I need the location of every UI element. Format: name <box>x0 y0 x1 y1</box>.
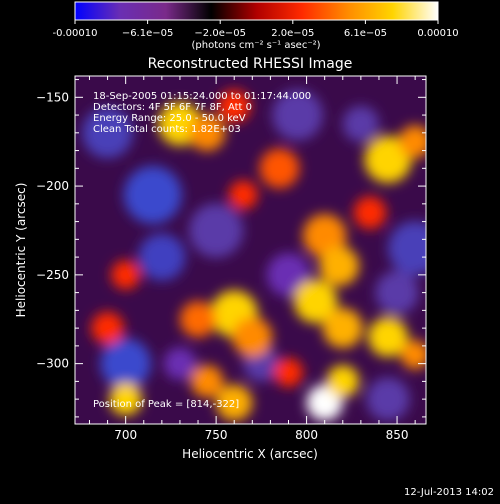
bright-source-blob <box>259 148 300 189</box>
bright-source-blob <box>216 384 253 421</box>
bright-source-blob <box>188 114 226 151</box>
bright-source-blob <box>364 135 412 183</box>
dark-region-blob <box>375 270 419 315</box>
axis-ticks: 700 750 800 850 −150 −200 −250 −300 <box>36 76 426 442</box>
x-tick-label: 750 <box>205 428 228 442</box>
y-axis-label: Heliocentric Y (arcsec) <box>14 183 28 318</box>
intensity-blobs <box>82 89 426 421</box>
annotation-detectors: Detectors: 4F 5F 6F 7F 8F, Att 0 <box>93 102 252 113</box>
bright-source-blob <box>319 246 360 286</box>
y-tick-label: −200 <box>36 179 69 193</box>
bright-source-blob <box>91 311 124 345</box>
plot-title: Reconstructed RHESSI Image <box>148 56 353 72</box>
bright-source-blob <box>398 125 426 158</box>
annotation-energy: Energy Range: 25.0 - 50.0 keV <box>93 113 246 124</box>
bright-source-blob <box>228 180 258 210</box>
y-tick-label: −300 <box>36 357 69 371</box>
image-area <box>82 89 426 421</box>
dark-region-blob <box>100 338 151 389</box>
colorbar-tick-label: −6.1e−05 <box>122 28 174 39</box>
bright-source-blob <box>368 317 408 357</box>
colorbar-ticks: -0.00010 −6.1e−05 −2.0e−05 2.0e−05 6.1e−05 0.… <box>53 20 459 39</box>
dark-region-blob <box>388 221 426 276</box>
dark-region-blob <box>266 253 311 297</box>
bright-source-blob <box>190 365 224 398</box>
bright-source-blob <box>179 301 217 338</box>
bright-source-blob <box>232 317 273 357</box>
x-tick-label: 700 <box>114 428 137 442</box>
x-tick-label: 800 <box>295 428 318 442</box>
plot-frame <box>74 75 427 425</box>
annotation-time-range: 18-Sep-2005 01:15:24.000 to 01:17:44.000 <box>93 91 311 102</box>
colorbar-tick-label: 0.00010 <box>417 28 458 39</box>
bright-source-blob <box>353 196 387 229</box>
bright-source-blob <box>400 340 426 370</box>
colorbar-tick-label: −2.0e−05 <box>194 28 246 39</box>
dark-region-blob <box>82 107 133 159</box>
colorbar-tick-label: 2.0e−05 <box>271 28 314 39</box>
dark-region-blob <box>138 233 186 281</box>
x-tick-label: 850 <box>386 428 409 442</box>
bright-source-blob <box>322 308 363 349</box>
colorbar-units: (photons cm⁻² s⁻¹ asec⁻²) <box>191 40 320 51</box>
dark-region-blob <box>163 347 197 380</box>
x-axis-label: Heliocentric X (arcsec) <box>182 447 318 461</box>
dark-region-blob <box>188 203 244 258</box>
annotation-peak: Position of Peak = [814,-322] <box>93 399 239 410</box>
bright-source-blob <box>274 358 303 387</box>
y-tick-label: −250 <box>36 268 69 282</box>
annotation-clean: Clean Total counts: 1.82E+03 <box>93 124 241 135</box>
bright-source-blob <box>109 382 142 416</box>
bright-source-blob <box>111 260 141 290</box>
bright-source-blob <box>293 279 338 324</box>
dark-region-blob <box>366 377 410 421</box>
dark-region-blob <box>272 89 323 141</box>
colorbar <box>74 1 439 21</box>
bright-source-blob <box>326 365 360 398</box>
dark-region-blob <box>123 166 182 224</box>
colorbar-tick-label: -0.00010 <box>53 28 98 39</box>
y-tick-label: −150 <box>36 90 69 104</box>
footer-date: 12-Jul-2013 14:02 <box>404 487 494 498</box>
bright-source-blob <box>217 89 251 123</box>
dark-region-blob <box>342 105 379 143</box>
colorbar-tick-label: 6.1e−05 <box>344 28 387 39</box>
